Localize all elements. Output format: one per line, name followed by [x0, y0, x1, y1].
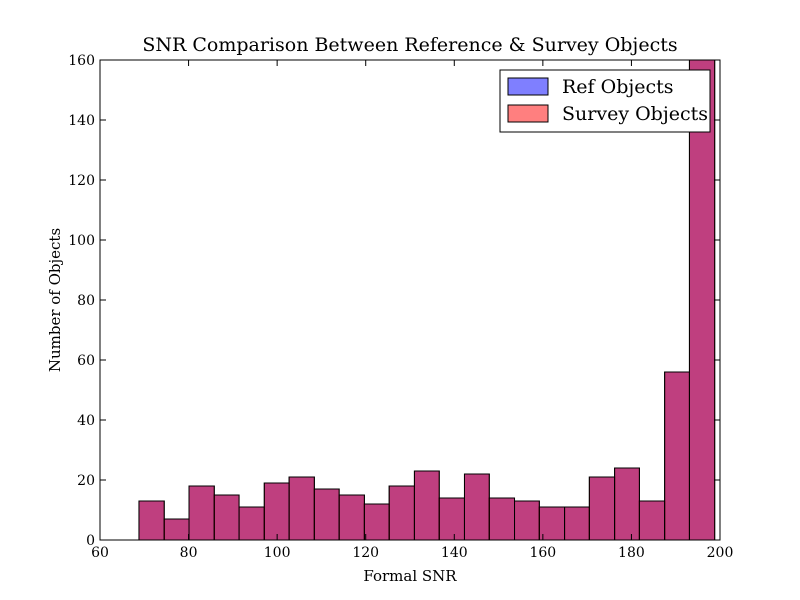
y-tick-label: 160 — [68, 53, 95, 69]
bar-survey-objects-10 — [388, 485, 415, 540]
bar-survey-objects-16 — [538, 506, 566, 540]
bar-survey-objects-14 — [488, 497, 516, 540]
bar-survey-objects-19 — [614, 467, 640, 540]
bar-survey-objects-5 — [263, 482, 290, 540]
x-tick-label: 80 — [180, 545, 198, 561]
y-tick-label: 0 — [86, 533, 95, 549]
x-tick-label: 140 — [441, 545, 468, 561]
x-tick-label: 60 — [91, 545, 109, 561]
x-tick-label: 180 — [618, 545, 645, 561]
bar-survey-objects-1 — [163, 518, 190, 540]
bar-survey-objects-18 — [588, 476, 616, 540]
axis-ticks: 60 80 100 120 140 160 180 200 0 20 40 60 80 100 120 140… — [68, 53, 733, 561]
plot-area — [100, 60, 720, 540]
bar-survey-objects-21 — [664, 371, 690, 540]
bar-survey-objects-3 — [213, 494, 240, 540]
y-tick-label: 100 — [68, 233, 95, 249]
bar-survey-objects-4 — [238, 506, 265, 540]
y-tick-label: 140 — [68, 113, 95, 129]
y-tick-label: 40 — [77, 413, 95, 429]
bar-survey-objects-12 — [438, 497, 465, 540]
legend-label: Survey Objects — [562, 103, 708, 125]
bar-survey-objects-8 — [338, 494, 365, 540]
x-tick-label: 100 — [264, 545, 291, 561]
y-tick-label: 80 — [77, 293, 95, 309]
legend: Ref Objects Survey Objects — [499, 69, 711, 133]
bar-survey-objects-20 — [638, 500, 666, 540]
legend-swatch — [507, 104, 549, 123]
bar-survey-objects-9 — [363, 503, 390, 540]
bar-survey-objects-2 — [188, 485, 215, 540]
bar-survey-objects-7 — [313, 488, 340, 540]
legend-label: Ref Objects — [562, 76, 674, 98]
x-tick-label: 160 — [529, 545, 556, 561]
y-tick-label: 60 — [77, 353, 95, 369]
x-tick-label: 200 — [707, 545, 734, 561]
bar-survey-objects-11 — [413, 470, 440, 540]
y-tick-label: 20 — [77, 473, 95, 489]
bar-survey-objects-17 — [564, 506, 590, 540]
bar-survey-objects-15 — [514, 500, 540, 540]
bar-survey-objects-13 — [463, 473, 490, 540]
bar-survey-objects-0 — [138, 500, 165, 540]
chart-title: SNR Comparison Between Reference & Surve… — [142, 34, 677, 56]
bars — [138, 60, 716, 540]
y-tick-label: 120 — [68, 173, 95, 189]
y-axis-label: Number of Objects — [46, 228, 64, 372]
legend-swatch — [507, 77, 549, 96]
bar-survey-objects-6 — [288, 476, 315, 540]
x-axis-label: Formal SNR — [363, 567, 457, 585]
x-tick-label: 120 — [352, 545, 379, 561]
plot-frame — [99, 59, 721, 541]
